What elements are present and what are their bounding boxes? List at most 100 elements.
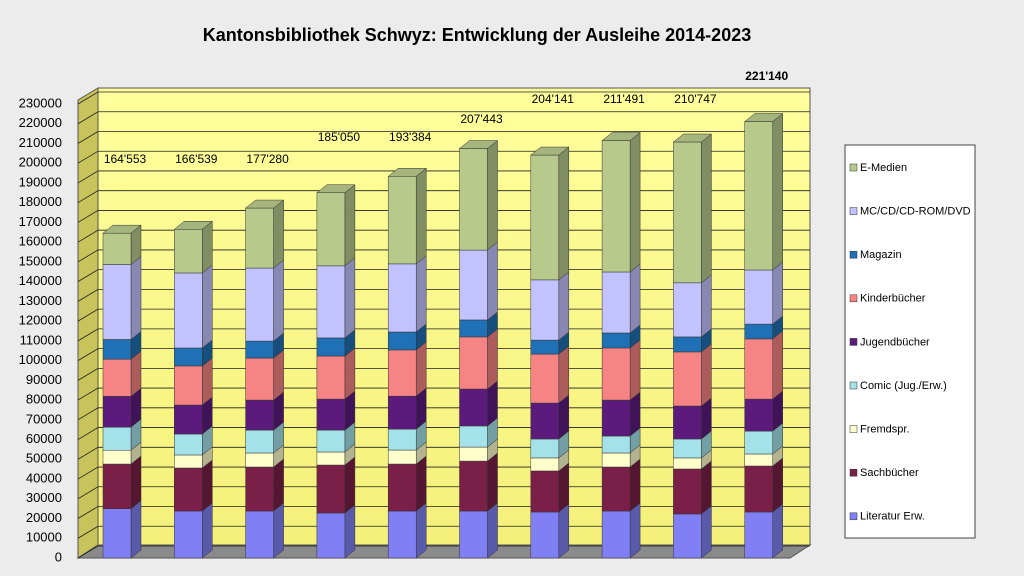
bar-segment: [530, 511, 560, 559]
bar-side: [558, 503, 570, 559]
bar-segment: [102, 426, 132, 451]
bar-segment: [102, 508, 132, 559]
bar-side: [415, 255, 427, 333]
bar-segment: [174, 433, 203, 456]
grid-line: [77, 367, 810, 381]
bar-segment: [316, 355, 346, 400]
bar-side: [202, 459, 213, 512]
legend-label: Jugendbücher: [860, 336, 930, 348]
bar-segment: [744, 121, 773, 271]
total-label: 164'553: [104, 152, 147, 166]
legend-swatch: [849, 512, 858, 521]
bar-segment: [530, 154, 560, 281]
bar-segment: [174, 467, 203, 512]
bar-segment: [102, 396, 132, 428]
bar-side: [344, 257, 356, 339]
bar-segment: [316, 265, 346, 339]
bar-side: [558, 462, 570, 513]
bar-segment: [245, 340, 274, 359]
bar-side: [701, 343, 712, 407]
total-label: 211'491: [603, 92, 645, 106]
bar-side: [415, 341, 427, 397]
grid-line: [77, 210, 810, 223]
grid-line: [77, 348, 810, 361]
bar-segment: [102, 264, 132, 340]
legend-swatch: [849, 381, 858, 390]
bar-side: [130, 255, 142, 341]
grid-line: [77, 150, 810, 164]
y-tick-label: 180000: [19, 194, 62, 209]
bar-side: [344, 184, 356, 267]
legend-swatch: [849, 338, 858, 346]
grid-line: [77, 190, 810, 204]
bar-segment: [316, 451, 346, 466]
bar-segment: [459, 148, 488, 251]
bar-segment: [601, 435, 631, 454]
bar-side: [701, 274, 712, 338]
grid-line: [77, 407, 810, 421]
legend-swatch: [849, 294, 858, 303]
bar-side: [772, 330, 783, 400]
bar-segment: [245, 357, 274, 401]
bar-side: [415, 502, 427, 559]
bar-segment: [102, 463, 132, 509]
bar-segment: [245, 466, 274, 512]
bar-side: [487, 502, 498, 559]
bar-segment: [601, 466, 631, 512]
bar-side: [558, 146, 570, 281]
bar-segment: [387, 331, 417, 351]
grid-line: [77, 328, 810, 342]
bar-top: [458, 140, 499, 149]
bar-side: [202, 502, 213, 559]
y-tick-label: 110000: [20, 332, 62, 347]
grid-line: [77, 506, 810, 519]
bar-segment: [530, 353, 560, 404]
bar-segment: [744, 430, 773, 455]
grid-line: [77, 308, 810, 322]
y-tick-label: 140000: [19, 273, 62, 288]
bar-segment: [601, 399, 631, 437]
legend-label: Kinderbücher: [860, 293, 926, 305]
bar-side: [487, 140, 498, 251]
grid-line: [77, 229, 810, 243]
grid-line: [77, 170, 810, 184]
grid-line: [77, 427, 810, 440]
bar-segment: [174, 365, 203, 406]
bar-segment: [673, 513, 702, 559]
bar-segment: [459, 319, 488, 338]
bar-segment: [530, 438, 560, 459]
bar-segment: [387, 349, 417, 397]
bar-segment: [673, 351, 702, 407]
y-tick-label: 20000: [26, 510, 62, 525]
legend-label: Magazin: [860, 249, 902, 261]
grid-line: [77, 269, 810, 282]
bar-segment: [601, 347, 631, 401]
bar-top: [530, 146, 570, 156]
grid-line: [77, 131, 810, 144]
bar-side: [273, 349, 284, 401]
bar-segment: [673, 457, 702, 470]
bar-side: [487, 452, 498, 512]
bar-side: [273, 199, 284, 269]
legend-swatch: [849, 425, 858, 433]
bar-segment: [245, 207, 274, 269]
bar-segment: [673, 405, 702, 440]
y-tick-label: 60000: [26, 431, 62, 446]
bar-side: [629, 339, 641, 401]
bar-segment: [459, 425, 488, 448]
bar-segment: [744, 338, 773, 400]
bar-top: [743, 113, 784, 122]
bar-segment: [744, 398, 773, 432]
bar-segment: [174, 347, 203, 367]
grid-line: [77, 249, 810, 263]
bar-segment: [245, 452, 274, 468]
bar-segment: [601, 332, 631, 349]
bar-segment: [459, 446, 488, 462]
grid-line: [77, 91, 810, 105]
bar-top: [672, 133, 713, 143]
side-wall: [77, 87, 99, 559]
bar-segment: [174, 454, 203, 469]
bar-segment: [316, 429, 346, 453]
bar-segment: [387, 395, 417, 430]
bar-side: [415, 455, 427, 512]
